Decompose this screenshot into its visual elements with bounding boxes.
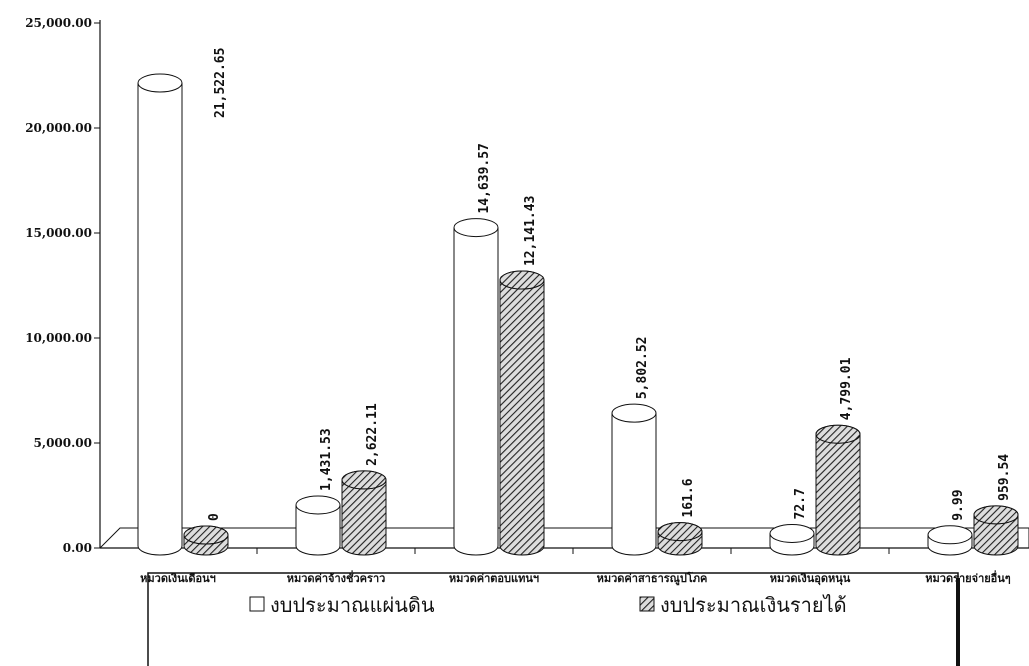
cylinder [295, 495, 341, 556]
cylinder [453, 218, 499, 556]
value-label: 161.6 [681, 478, 696, 517]
cylinder [137, 73, 183, 556]
bar [500, 280, 544, 546]
cylinder-top [453, 218, 499, 238]
cylinder [611, 403, 657, 556]
bar [342, 479, 386, 546]
floor [98, 527, 1029, 549]
value-label: 2,622.11 [365, 403, 380, 466]
bar [816, 434, 860, 546]
cylinder-top-hatch [815, 424, 861, 444]
cylinder-top-hatch [973, 505, 1019, 525]
cylinder-top [769, 523, 815, 543]
cylinder [815, 424, 861, 556]
legend-label: งบประมาณแผ่นดิน [270, 593, 435, 617]
bar [454, 227, 498, 546]
cylinder [927, 525, 973, 556]
cylinder-top [927, 525, 973, 545]
bar [138, 83, 182, 546]
x-tick-label: หมวดค่าตอบแทนฯ [449, 572, 539, 585]
y-tick-label: 20,000.00 [25, 121, 92, 135]
cylinder [499, 270, 545, 556]
legend [147, 572, 959, 666]
value-label: 21,522.65 [213, 48, 228, 118]
value-label: 9.99 [951, 489, 966, 520]
x-tick-label: หมวดค่าสาธารณูปโภค [597, 571, 708, 586]
value-label: 5,802.52 [635, 337, 650, 400]
cylinder-top-hatch [499, 270, 545, 290]
cylinder [769, 523, 815, 556]
y-tick-label: 15,000.00 [25, 226, 92, 240]
value-label: 4,799.01 [839, 357, 854, 420]
cylinder [657, 522, 703, 556]
cylinder [341, 470, 387, 556]
value-label: 14,639.57 [477, 143, 492, 213]
value-label: 959.54 [997, 454, 1012, 501]
legend-swatch [639, 596, 655, 612]
y-tick-label: 10,000.00 [25, 331, 92, 345]
value-label: 72.7 [793, 488, 808, 519]
value-label: 12,141.43 [523, 196, 538, 266]
y-tick-label: 25,000.00 [25, 16, 92, 30]
y-tick-label: 5,000.00 [34, 436, 92, 450]
legend-label: งบประมาณเงินรายได้ [660, 593, 847, 617]
cylinder [973, 505, 1019, 556]
value-label: 0 [207, 513, 222, 521]
value-label: 1,431.53 [319, 428, 334, 491]
cylinder-top-hatch [183, 525, 229, 545]
cylinder [183, 525, 229, 556]
y-tick-label: 0.00 [63, 541, 92, 555]
cylinder-top [611, 403, 657, 423]
cylinder-top [295, 495, 341, 515]
x-tick-label: หมวดรายจ่ายอื่นๆ [925, 570, 1011, 585]
x-tick-label: หมวดค่าจ้างชั่วคราว [287, 570, 386, 585]
x-tick-label: หมวดเงินเดือนฯ [140, 572, 216, 585]
x-tick-label: หมวดเงินอุดหนุน [770, 572, 851, 586]
bar [612, 413, 656, 546]
cylinder-top [137, 73, 183, 93]
legend-swatch [249, 596, 265, 612]
cylinder-top-hatch [657, 522, 703, 542]
cylinder-top-hatch [341, 470, 387, 490]
